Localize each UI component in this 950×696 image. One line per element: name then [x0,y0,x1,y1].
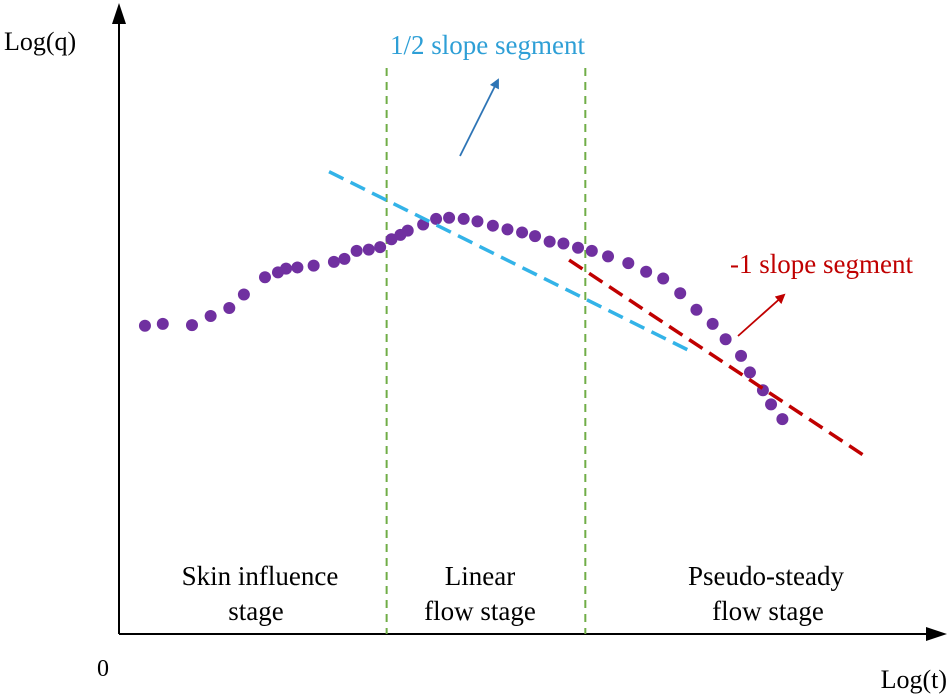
data-point [237,288,250,301]
data-point [690,303,703,316]
data-point [602,250,615,263]
data-point [138,319,151,332]
data-point [572,241,585,254]
data-point [401,224,414,237]
origin-label: 0 [97,656,109,682]
data-point [674,287,687,300]
minus-one-slope-arrow-icon [737,293,786,337]
data-point [471,215,484,228]
data-point [543,235,556,248]
data-point [307,259,320,272]
data-point [362,243,375,256]
data-point [706,317,719,330]
data-point [443,211,456,224]
data-point [719,333,732,346]
data-point [529,230,542,243]
data-point [776,413,789,426]
x-axis-arrow-icon [926,627,947,641]
stage-linear-line2: flow stage [424,596,536,626]
data-point [185,319,198,332]
data-point [640,265,653,278]
data-point [765,398,778,411]
data-point [743,366,756,379]
data-point [486,219,499,232]
data-point [258,271,271,284]
data-point [223,301,236,314]
minus-one-slope-segment-line [568,258,870,460]
data-point [338,252,351,265]
half-slope-label: 1/2 slope segment [390,30,585,60]
y-axis-arrow-icon [112,3,126,24]
minus-one-slope-label: -1 slope segment [730,249,913,279]
stage-skin-line2: stage [228,596,283,626]
half-slope-segment-line [328,170,691,353]
stage-linear-line1: Linear [445,561,515,591]
x-axis-label: Log(t) [881,665,947,694]
data-point [516,226,529,239]
data-point [585,244,598,257]
half-slope-arrow-icon [459,78,499,157]
data-point [657,272,670,285]
data-point [622,257,635,270]
data-point [735,349,748,362]
data-point [156,317,169,330]
data-point [385,233,398,246]
data-point [457,212,470,225]
data-point [280,262,293,275]
data-point [430,212,443,225]
stage-pseudo-line2: flow stage [712,596,824,626]
y-axis-label: Log(q) [4,27,76,56]
data-points [138,211,789,426]
data-point [291,261,304,274]
data-point [557,237,570,250]
data-point [374,241,387,254]
data-point [350,244,363,257]
stage-skin-line1: Skin influence [182,561,339,591]
data-point [204,309,217,322]
data-point [501,223,514,236]
stage-pseudo-line1: Pseudo-steady [688,561,844,591]
data-point [327,255,340,268]
